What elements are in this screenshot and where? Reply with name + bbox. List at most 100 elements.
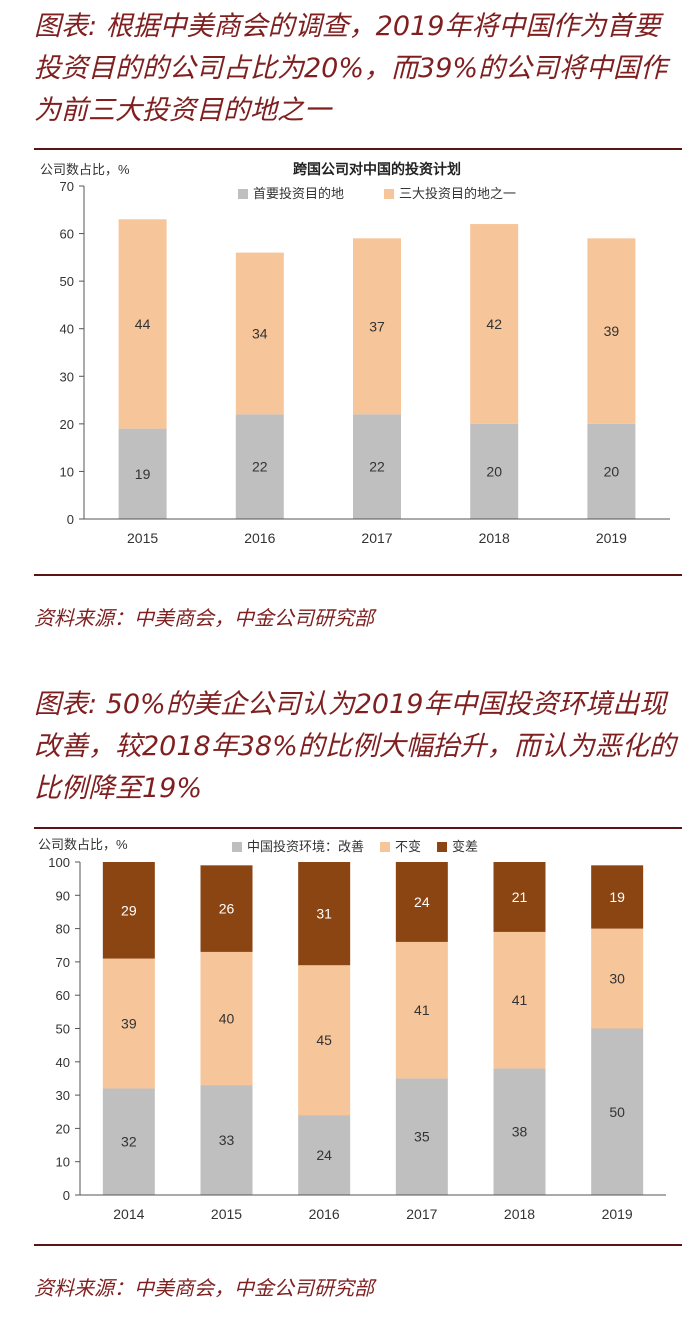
y-tick-label: 90 [56,888,70,903]
x-tick-label-2017: 2017 [406,1206,437,1222]
bottom-rule-2 [34,1244,682,1246]
y-tick-label: 70 [56,955,70,970]
chart-title: 跨国公司对中国的投资计划 [293,161,461,177]
x-tick-label-2018: 2018 [479,530,510,546]
y-tick-label: 30 [60,369,74,384]
legend-label-3: 变差 [452,839,478,854]
bar-2016-series-1 [235,414,284,519]
data-label-2019-series-2: 39 [604,323,620,339]
data-label-2014-series-3: 29 [121,902,137,918]
y-axis-label: 公司数占比，% [40,162,130,177]
headline-2: 图表: 50%的美企公司认为2019年中国投资环境出现改善，较2018年38%的… [34,689,676,804]
y-tick-label: 10 [56,1155,70,1170]
data-label-2014-series-2: 39 [121,1016,137,1032]
bar-2014-series-2 [102,958,155,1089]
bar-2019-series-3 [591,865,644,929]
x-tick-label-2019: 2019 [596,530,627,546]
data-label-2015-series-1: 33 [219,1132,235,1148]
y-tick-label: 0 [67,512,74,527]
bar-2017-series-1 [395,1078,448,1195]
data-label-2015-series-2: 40 [219,1011,235,1027]
data-label-2016-series-1: 22 [252,459,268,475]
bar-2017-series-1 [353,414,401,519]
legend-swatch-1 [232,842,242,852]
data-label-2017-series-3: 24 [414,894,430,910]
data-label-2015-series-1: 19 [135,466,151,482]
bar-2016-series-1 [298,1115,351,1195]
data-label-2016-series-2: 45 [316,1032,332,1048]
source-1: 资料来源：中美商会，中金公司研究部 [34,606,374,630]
bottom-rule-1 [34,574,682,576]
data-label-2017-series-2: 37 [369,318,385,334]
top-rule-2 [34,827,682,829]
bar-2015-series-1 [118,428,167,519]
data-label-2018-series-3: 21 [512,889,528,905]
bar-2018-series-2 [470,224,519,424]
bar-2019-series-2 [591,928,644,1029]
bar-2018-series-1 [493,1068,546,1195]
bar-2016-series-3 [298,862,351,966]
bar-2019-series-2 [587,238,636,424]
legend-label-1: 中国投资环境：改善 [247,839,364,854]
data-label-2017-series-1: 22 [369,459,385,475]
top-rule-1 [34,148,682,150]
bar-2016-series-2 [298,965,351,1116]
bar-2015-series-2 [118,219,167,429]
bar-2014-series-1 [102,1088,155,1195]
bar-2015-series-1 [200,1085,253,1195]
bar-2016-series-2 [235,252,284,415]
chart-investment-environment: 公司数占比，% 中国投资环境：改善 不变 变差 0 10 20 30 40 50 60 70 80 90 1… [38,837,666,1222]
data-label-2018-series-1: 20 [486,463,502,479]
legend-label-2: 不变 [395,839,421,854]
y-tick-label: 50 [60,274,74,289]
y-tick-label: 20 [56,1121,70,1136]
bar-2018-series-1 [470,423,519,519]
y-tick-label: 30 [56,1088,70,1103]
bar-2017-series-2 [353,238,401,415]
data-label-2016-series-3: 31 [316,906,332,922]
data-label-2015-series-3: 26 [219,901,235,917]
data-label-2019-series-1: 20 [604,463,620,479]
data-label-2014-series-1: 32 [121,1134,137,1150]
data-label-2017-series-2: 41 [414,1002,430,1018]
y-tick-label: 0 [63,1188,70,1203]
data-label-2016-series-2: 34 [252,325,268,341]
y-tick-label: 40 [60,322,74,337]
y-tick-label: 80 [56,922,70,937]
legend-swatch-3 [437,842,448,852]
bar-2018-series-3 [493,862,546,932]
bar-2017-series-3 [395,862,448,942]
bar-2015-series-2 [200,951,253,1086]
y-tick-label: 40 [56,1055,70,1070]
legend-label-2: 三大投资目的地之一 [399,186,516,201]
bar-2017-series-2 [395,941,448,1079]
y-tick-label: 50 [56,1022,70,1037]
data-label-2019-series-3: 19 [609,889,625,905]
x-tick-label-2015: 2015 [211,1206,242,1222]
data-label-2018-series-2: 42 [486,316,502,332]
data-label-2019-series-2: 30 [609,971,625,987]
bar-2019-series-1 [587,423,636,519]
x-tick-label-2018: 2018 [504,1206,535,1222]
y-tick-label: 20 [60,417,74,432]
x-tick-label-2019: 2019 [602,1206,633,1222]
bar-2018-series-2 [493,931,546,1069]
legend-swatch-2 [384,189,395,199]
legend-label-1: 首要投资目的地 [253,186,344,201]
data-label-2017-series-1: 35 [414,1129,430,1145]
x-tick-label-2015: 2015 [127,530,158,546]
y-axis-label: 公司数占比，% [38,837,128,852]
legend-swatch-2 [380,842,391,852]
data-label-2019-series-1: 50 [609,1104,625,1120]
data-label-2016-series-1: 24 [316,1147,332,1163]
data-label-2018-series-2: 41 [512,992,528,1008]
x-tick-label-2016: 2016 [309,1206,340,1222]
bar-2015-series-3 [200,865,253,952]
data-label-2015-series-2: 44 [135,316,151,332]
y-tick-label: 70 [60,179,74,194]
y-tick-label: 60 [56,988,70,1003]
bar-2019-series-1 [591,1028,644,1195]
y-tick-label: 10 [60,464,74,479]
y-tick-label: 60 [60,227,74,242]
